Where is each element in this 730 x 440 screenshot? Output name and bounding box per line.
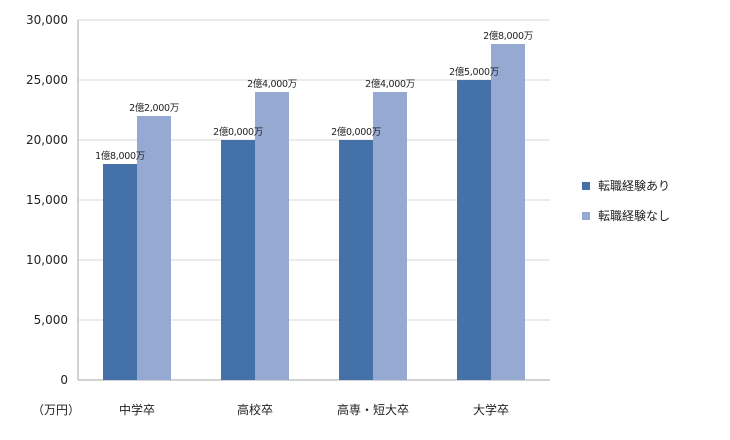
y-tick-label: 10,000 bbox=[26, 253, 68, 267]
data-label: 1億8,000万 bbox=[95, 150, 145, 162]
bar bbox=[339, 140, 373, 380]
bar bbox=[373, 92, 407, 380]
data-label: 2億0,000万 bbox=[331, 126, 381, 138]
y-tick-label: 20,000 bbox=[26, 133, 68, 147]
data-label: 2億4,000万 bbox=[247, 78, 297, 90]
tick-labels: 0 5,000 10,000 15,000 20,000 25,000 30,000 中学卒 高… bbox=[26, 13, 509, 417]
data-label: 2億4,000万 bbox=[365, 78, 415, 90]
y-tick-label: 30,000 bbox=[26, 13, 68, 27]
y-tick-label: 0 bbox=[60, 373, 68, 387]
bar bbox=[255, 92, 289, 380]
bar bbox=[137, 116, 171, 380]
bars bbox=[103, 44, 525, 380]
x-tick-label: 高校卒 bbox=[237, 402, 273, 417]
legend-label: 転職経験なし bbox=[598, 208, 670, 223]
x-tick-label: 中学卒 bbox=[119, 402, 155, 417]
data-label: 2億2,000万 bbox=[129, 102, 179, 114]
y-tick-label: 25,000 bbox=[26, 73, 68, 87]
bar bbox=[457, 80, 491, 380]
legend-swatch bbox=[582, 182, 590, 190]
legend-label: 転職経験あり bbox=[598, 178, 670, 193]
y-tick-label: 15,000 bbox=[26, 193, 68, 207]
data-labels: 1億8,000万 2億2,000万 2億0,000万 2億4,000万 2億0,000万… bbox=[95, 30, 533, 162]
data-label: 2億0,000万 bbox=[213, 126, 263, 138]
data-label: 2億5,000万 bbox=[449, 66, 499, 78]
bar bbox=[491, 44, 525, 380]
y-unit-label: （万円） bbox=[32, 403, 80, 417]
y-tick-label: 5,000 bbox=[34, 313, 68, 327]
legend-swatch bbox=[582, 212, 590, 220]
x-tick-label: 高専・短大卒 bbox=[337, 402, 409, 417]
x-tick-label: 大学卒 bbox=[473, 402, 509, 417]
bar bbox=[103, 164, 137, 380]
bar bbox=[221, 140, 255, 380]
data-label: 2億8,000万 bbox=[483, 30, 533, 42]
